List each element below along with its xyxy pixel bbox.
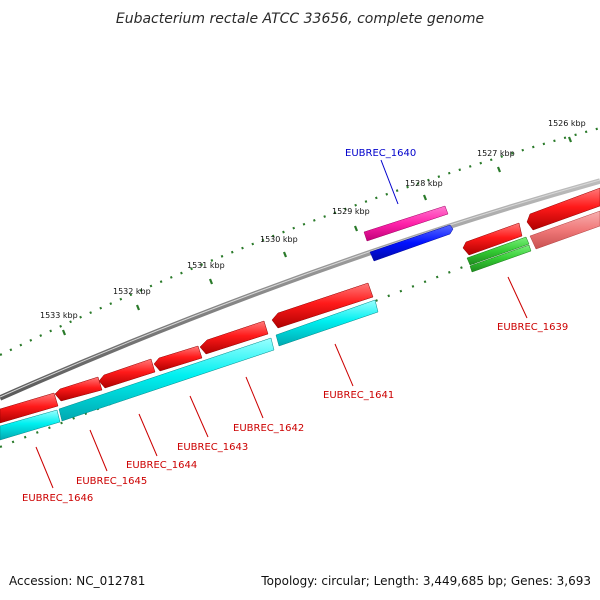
tick-label-1526: 1526 kbp bbox=[548, 119, 586, 128]
gene-EUBREC-1646-arrow[interactable] bbox=[0, 392, 59, 424]
label-leaders bbox=[35, 159, 528, 489]
genome-summary-text: Topology: circular; Length: 3,449,685 bp… bbox=[261, 574, 591, 588]
cds-EUBREC-1641-bar[interactable] bbox=[275, 299, 379, 347]
gene-label-EUBREC-1646[interactable]: EUBREC_1646 bbox=[22, 493, 93, 504]
tick-label-1533: 1533 kbp bbox=[40, 311, 78, 320]
gene-EUBREC-1641-arrow[interactable] bbox=[271, 282, 374, 329]
cds-lane bbox=[0, 210, 600, 441]
tick-1529 bbox=[353, 225, 359, 232]
tick-label-1528: 1528 kbp bbox=[405, 179, 443, 188]
gene-EUBREC-1640-arrow[interactable] bbox=[369, 224, 454, 262]
tick-label-1527: 1527 kbp bbox=[477, 149, 515, 158]
leader-EUBREC-1645 bbox=[89, 429, 108, 472]
tick-1526 bbox=[567, 136, 573, 143]
tick-1533 bbox=[61, 329, 67, 336]
tick-label-1530: 1530 kbp bbox=[260, 235, 298, 244]
leader-EUBREC-1641 bbox=[334, 343, 354, 387]
gene-EUBREC-1643-arrow[interactable] bbox=[153, 345, 203, 372]
gene-EUBREC-1638-arrow[interactable] bbox=[526, 187, 600, 231]
leader-EUBREC-1644 bbox=[138, 413, 158, 457]
tick-label-1531: 1531 kbp bbox=[187, 261, 225, 270]
pink-feature-bar bbox=[363, 205, 449, 242]
gene-EUBREC-1642-arrow[interactable] bbox=[199, 320, 269, 355]
gene-label-EUBREC-1642[interactable]: EUBREC_1642 bbox=[233, 423, 304, 434]
gene-label-EUBREC-1643[interactable]: EUBREC_1643 bbox=[177, 442, 248, 453]
scale-major-ticks bbox=[61, 136, 573, 336]
green-feature-bar-lower bbox=[469, 244, 532, 273]
cds-EUBREC-1646-bar[interactable] bbox=[0, 409, 61, 441]
map-title: Eubacterium rectale ATCC 33656, complete… bbox=[116, 11, 484, 27]
tick-1528 bbox=[422, 194, 428, 201]
gene-EUBREC-1639-arrow[interactable] bbox=[462, 222, 523, 256]
genome-backbone bbox=[0, 178, 600, 401]
tick-1530 bbox=[282, 251, 288, 258]
forward-cds-lane bbox=[0, 187, 600, 424]
gene-label-EUBREC-1644[interactable]: EUBREC_1644 bbox=[126, 460, 197, 471]
leader-EUBREC-1646 bbox=[35, 446, 54, 489]
gene-EUBREC-1645-arrow[interactable] bbox=[54, 376, 103, 402]
tick-label-1532: 1532 kbp bbox=[113, 287, 151, 296]
tick-label-1529: 1529 kbp bbox=[332, 207, 370, 216]
cds-EUBREC-1642-1645-bar[interactable] bbox=[58, 337, 275, 422]
gene-label-EUBREC-1641[interactable]: EUBREC_1641 bbox=[323, 390, 394, 401]
leader-EUBREC-1642 bbox=[245, 376, 264, 419]
gene-label-EUBREC-1645[interactable]: EUBREC_1645 bbox=[76, 476, 147, 487]
gene-label-EUBREC-1640[interactable]: EUBREC_1640 bbox=[345, 148, 416, 159]
accession-text: Accession: NC_012781 bbox=[9, 574, 146, 588]
backbone-highlight bbox=[0, 179, 600, 398]
light-red-feature-bar bbox=[529, 210, 600, 250]
tick-1527 bbox=[496, 166, 502, 173]
gene-EUBREC-1644-arrow[interactable] bbox=[98, 358, 156, 389]
leader-EUBREC-1643 bbox=[189, 395, 209, 438]
green-feature-bar-upper bbox=[466, 236, 530, 266]
gene-label-EUBREC-1639[interactable]: EUBREC_1639 bbox=[497, 322, 568, 333]
tick-1531 bbox=[208, 278, 214, 285]
leader-EUBREC-1640 bbox=[380, 159, 399, 205]
leader-EUBREC-1639 bbox=[507, 276, 528, 319]
tick-1532 bbox=[135, 304, 141, 311]
